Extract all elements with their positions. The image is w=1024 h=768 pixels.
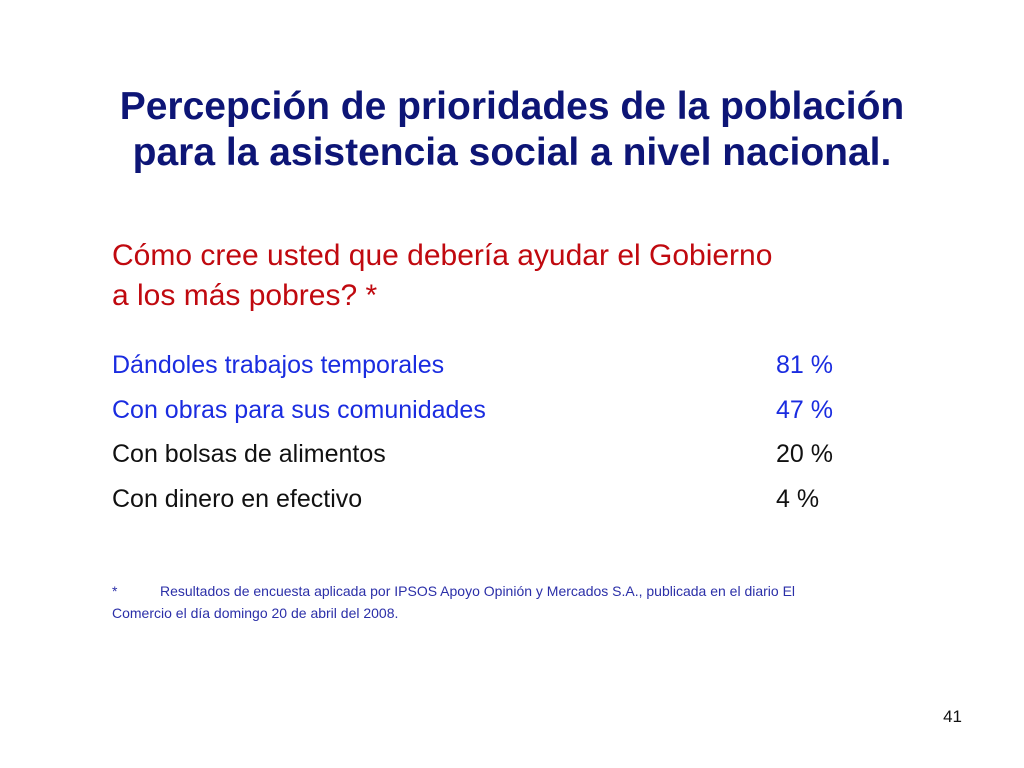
answer-label: Dándoles trabajos temporales bbox=[112, 351, 445, 379]
answer-row-temporary-jobs: Dándoles trabajos temporales 81 % bbox=[112, 343, 892, 388]
source-footnote: * Resultados de encuesta aplicada por IPS… bbox=[112, 580, 952, 624]
footnote-text-line-2: Comercio el día domingo 20 de abril del … bbox=[112, 605, 399, 621]
answers-list: Dándoles trabajos temporales 81 % Con ob… bbox=[112, 343, 892, 521]
answer-row-food-bags: Con bolsas de alimentos 20 % bbox=[112, 432, 892, 477]
survey-question: Cómo cree usted que debería ayudar el Go… bbox=[112, 236, 972, 316]
footnote-marker: * bbox=[112, 583, 118, 599]
answer-label: Con dinero en efectivo bbox=[112, 484, 363, 513]
answer-percentage: 4 % bbox=[776, 484, 820, 513]
slide-title-line-2: para la asistencia social a nivel nacion… bbox=[132, 131, 892, 174]
footnote-text-line-1: Resultados de encuesta aplicada por IPSO… bbox=[160, 583, 796, 599]
survey-question-line-1: Cómo cree usted que debería ayudar el Go… bbox=[112, 239, 773, 272]
answer-percentage: 47 % bbox=[776, 395, 833, 424]
answer-row-community-works: Con obras para sus comunidades 47 % bbox=[112, 388, 892, 433]
answer-row-cash: Con dinero en efectivo 4 % bbox=[112, 477, 892, 522]
page-number: 41 bbox=[943, 707, 962, 726]
answer-percentage: 20 % bbox=[776, 440, 833, 468]
answer-label: Con obras para sus comunidades bbox=[112, 395, 486, 424]
answer-label: Con bolsas de alimentos bbox=[112, 440, 386, 468]
slide-title: Percepción de prioridades de la població… bbox=[60, 84, 964, 176]
footnote-line-1: * Resultados de encuesta aplicada por IPS… bbox=[112, 580, 952, 602]
slide-title-line-1: Percepción de prioridades de la població… bbox=[119, 85, 905, 128]
answer-percentage: 81 % bbox=[776, 351, 833, 379]
survey-question-line-2: a los más pobres? * bbox=[112, 279, 378, 312]
